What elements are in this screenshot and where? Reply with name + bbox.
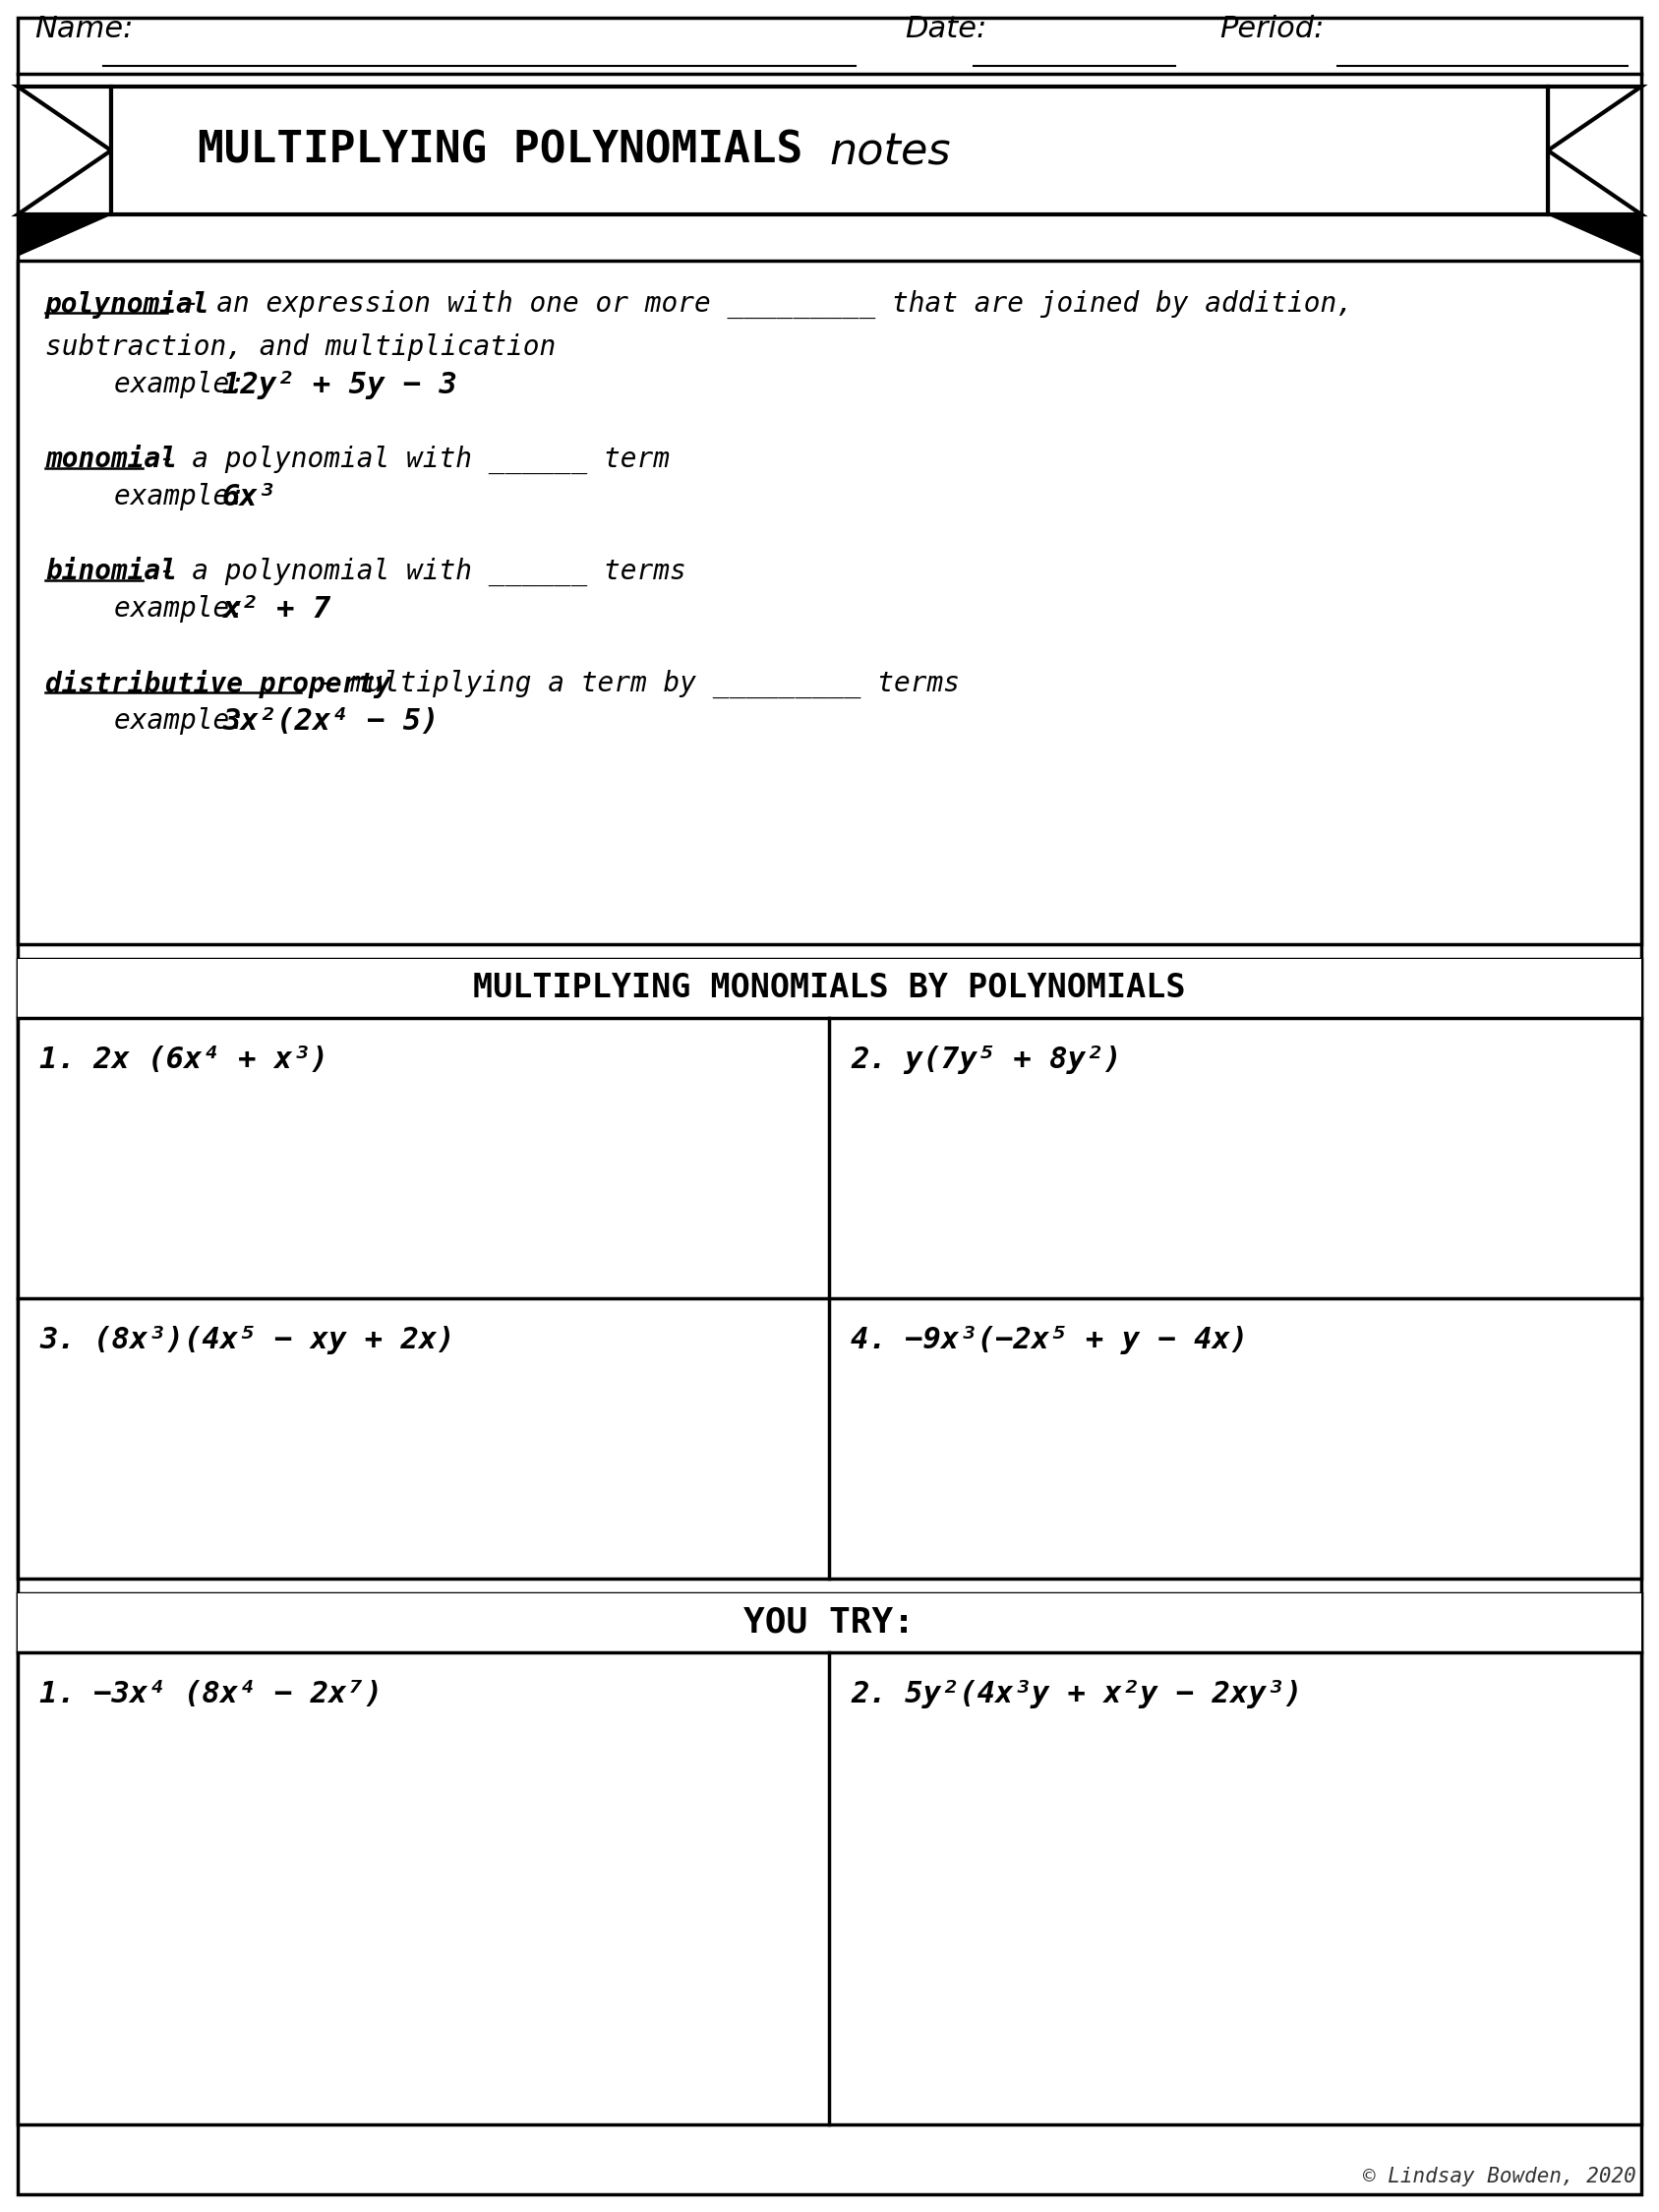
Bar (111, 86, 1548, 215)
Text: - multiplying a term by _________ terms: - multiplying a term by _________ terms (302, 670, 961, 699)
Bar (18, 960, 1641, 1018)
Text: example:: example: (114, 372, 262, 398)
Text: 2. y(7y⁵ + 8y²): 2. y(7y⁵ + 8y²) (851, 1046, 1121, 1075)
Text: 1. 2x (6x⁴ + x³): 1. 2x (6x⁴ + x³) (40, 1046, 328, 1075)
Text: 2. 5y²(4x³y + x²y − 2xy³): 2. 5y²(4x³y + x²y − 2xy³) (851, 1679, 1302, 1708)
Text: Date:: Date: (904, 15, 987, 44)
Text: YOU TRY:: YOU TRY: (743, 1606, 916, 1639)
Polygon shape (18, 86, 111, 215)
Bar (18, 261, 1641, 945)
Text: example:: example: (114, 708, 262, 734)
Text: subtraction, and multiplication: subtraction, and multiplication (45, 334, 556, 361)
Text: x² + 7: x² + 7 (222, 595, 330, 624)
Text: 4. −9x³(−2x⁵ + y − 4x): 4. −9x³(−2x⁵ + y − 4x) (851, 1325, 1249, 1354)
Text: 6x³: 6x³ (222, 482, 277, 511)
Text: polynomial: polynomial (45, 290, 211, 319)
Text: monomial: monomial (45, 445, 178, 473)
Text: - a polynomial with ______ terms: - a polynomial with ______ terms (143, 557, 687, 586)
Polygon shape (1548, 215, 1641, 257)
Text: - a polynomial with ______ term: - a polynomial with ______ term (143, 445, 670, 473)
Text: Name:: Name: (35, 15, 133, 44)
Text: notes: notes (830, 131, 951, 173)
Text: binomial: binomial (45, 557, 178, 586)
Text: © Lindsay Bowden, 2020: © Lindsay Bowden, 2020 (1364, 2168, 1636, 2185)
Bar (18, 1593, 1641, 1652)
Text: example:: example: (114, 482, 262, 511)
Text: 3x²(2x⁴ − 5): 3x²(2x⁴ − 5) (222, 708, 440, 737)
Text: 1. −3x⁴ (8x⁴ − 2x⁷): 1. −3x⁴ (8x⁴ − 2x⁷) (40, 1679, 383, 1708)
Text: example:: example: (114, 595, 262, 622)
Text: - an expression with one or more _________ that are joined by addition,: - an expression with one or more _______… (168, 290, 1354, 319)
Polygon shape (1548, 86, 1641, 215)
Bar (18, 1593, 1641, 2124)
Text: distributive property: distributive property (45, 670, 392, 699)
Text: 12y² + 5y − 3: 12y² + 5y − 3 (222, 372, 458, 400)
Text: MULTIPLYING MONOMIALS BY POLYNOMIALS: MULTIPLYING MONOMIALS BY POLYNOMIALS (473, 973, 1186, 1004)
Polygon shape (18, 215, 111, 257)
Text: MULTIPLYING POLYNOMIALS: MULTIPLYING POLYNOMIALS (197, 128, 830, 173)
Text: Period:: Period: (1219, 15, 1324, 44)
Bar (18, 960, 1641, 1579)
Text: 3. (8x³)(4x⁵ − xy + 2x): 3. (8x³)(4x⁵ − xy + 2x) (40, 1325, 455, 1354)
